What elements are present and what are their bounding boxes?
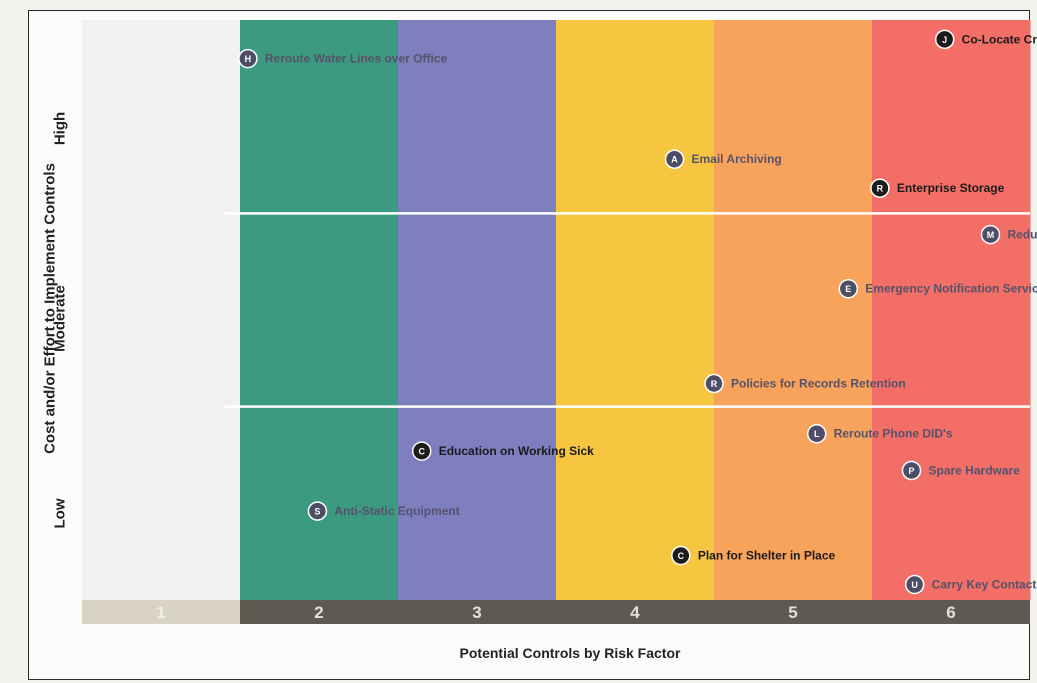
data-point-label: Redundant WAN [1008, 228, 1037, 242]
data-point-label: Anti-Static Equipment [334, 504, 459, 518]
data-point-letter: H [245, 54, 252, 64]
x-tick-label: 2 [314, 603, 323, 622]
data-point-label: Plan for Shelter in Place [698, 549, 836, 563]
data-point-letter: J [942, 35, 947, 45]
data-point-marker [238, 48, 258, 69]
data-point-marker [870, 178, 890, 198]
data-point-label: Email Archiving [692, 152, 782, 166]
data-point-letter: R [877, 184, 884, 194]
data-point-letter: C [678, 551, 685, 561]
data-point-label: Reroute Phone DID's [834, 427, 953, 441]
data-point-letter: U [911, 580, 918, 590]
risk-band-3 [398, 20, 557, 600]
data-point-label: Enterprise Storage [897, 181, 1005, 195]
data-point-letter: C [418, 447, 425, 457]
x-tick-label: 3 [472, 603, 481, 622]
data-point-marker [980, 224, 1001, 245]
x-tick-label: 5 [788, 603, 797, 622]
data-point-letter: M [987, 230, 995, 240]
data-point-label: Carry Key Contact Info [932, 578, 1037, 592]
x-tick-label: 6 [946, 603, 955, 622]
x-axis-title: Potential Controls by Risk Factor [459, 645, 681, 661]
x-tick-label: 1 [156, 603, 165, 622]
data-point-label: Co-Locate Critical Systems [962, 32, 1037, 46]
risk-band-4 [556, 20, 715, 600]
data-point-marker [838, 278, 859, 299]
risk-band-5 [714, 20, 873, 600]
data-point-marker [307, 501, 328, 521]
data-point-letter: L [814, 429, 820, 439]
y-axis-title: Cost and/or Effort to Implement Controls [41, 163, 59, 454]
risk-band-6 [872, 20, 1031, 600]
data-point-letter: R [711, 379, 718, 389]
data-point-marker [411, 441, 432, 461]
x-tick-cell-1 [82, 600, 240, 624]
data-point-label: Policies for Records Retention [731, 376, 906, 390]
data-point-label: Emergency Notification Service [865, 282, 1037, 296]
data-point-marker [671, 545, 691, 566]
data-point-label: Education on Working Sick [439, 444, 594, 458]
risk-band-1 [82, 20, 241, 600]
data-point-marker [901, 460, 922, 481]
data-point-marker [704, 373, 724, 394]
x-tick-label: 4 [630, 603, 640, 622]
data-point-marker [806, 423, 827, 444]
data-point-label: Reroute Water Lines over Office [265, 52, 448, 66]
data-point-letter: P [908, 466, 914, 476]
data-point-letter: S [314, 507, 320, 517]
data-point-letter: E [845, 284, 851, 294]
data-point-letter: A [671, 155, 678, 165]
data-point-label: Spare Hardware [929, 463, 1021, 477]
data-point-marker [904, 574, 925, 595]
data-point-marker [664, 149, 685, 169]
data-point-marker [934, 29, 955, 50]
